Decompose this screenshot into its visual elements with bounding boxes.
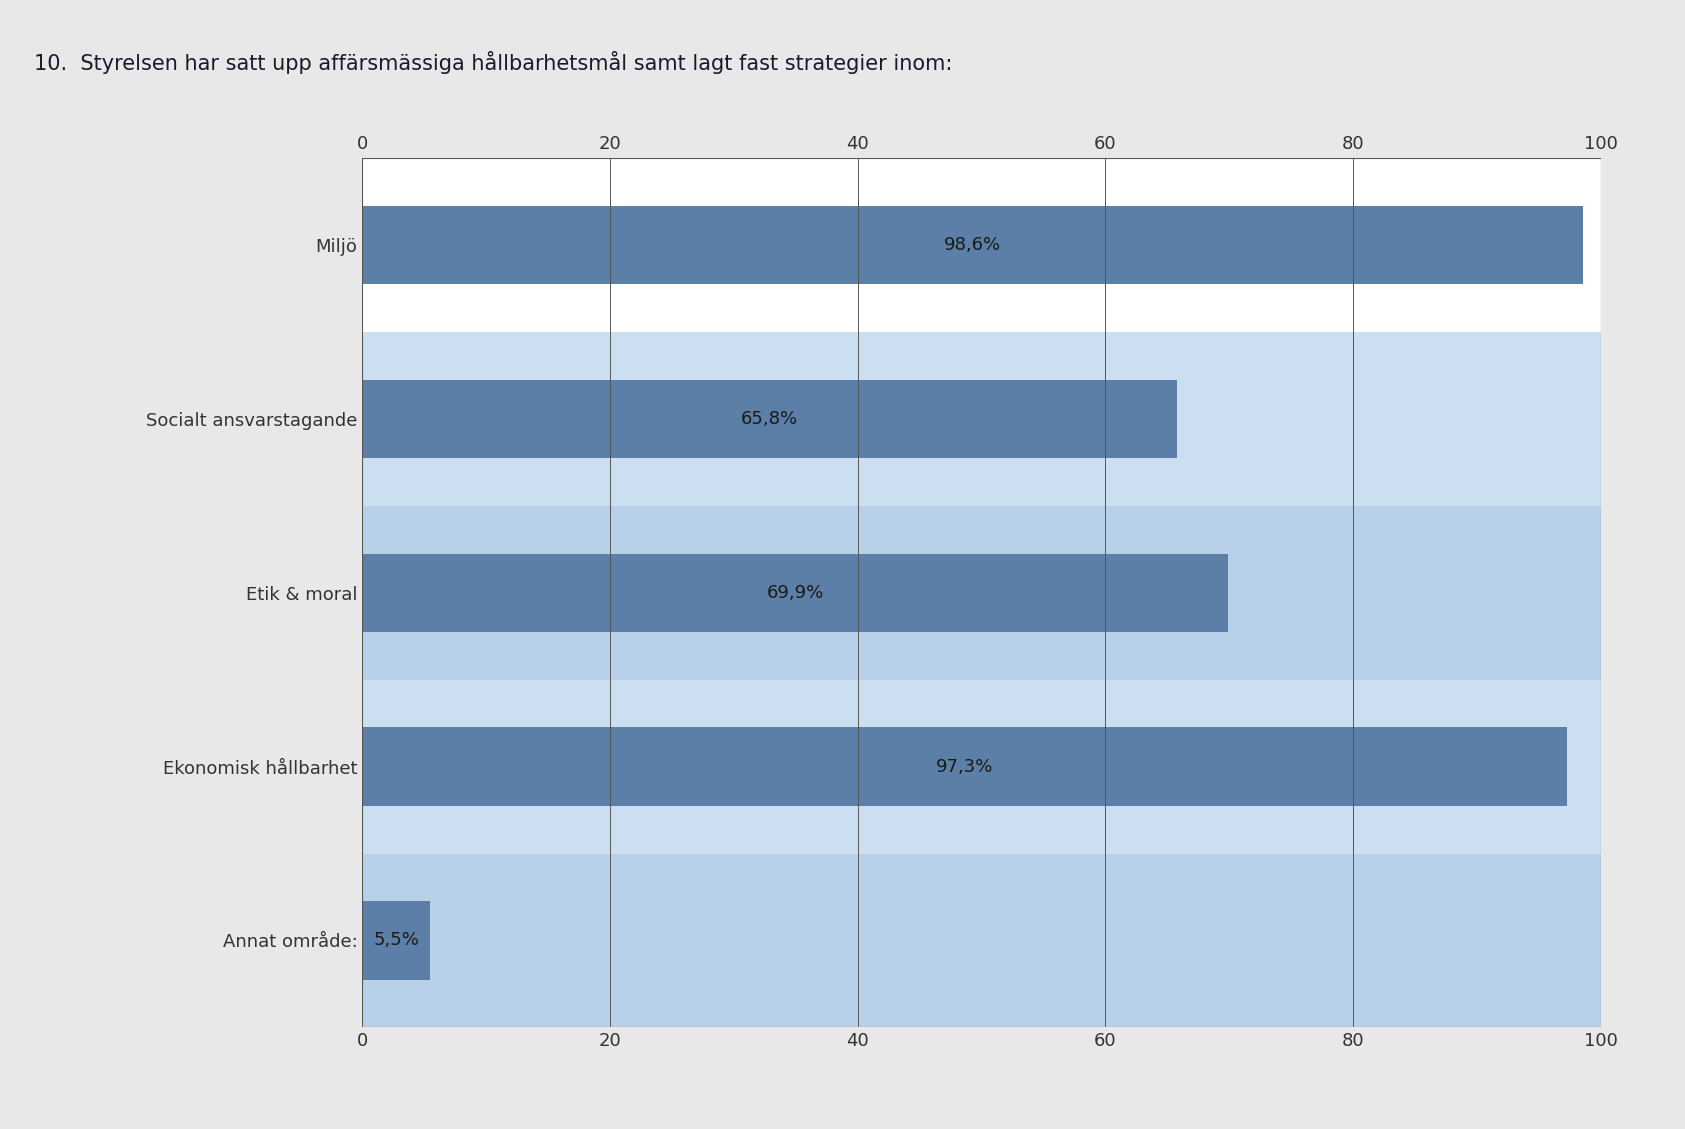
Bar — [362, 332, 1601, 506]
Bar — [362, 205, 1584, 285]
Text: 69,9%: 69,9% — [767, 584, 824, 602]
Bar — [362, 854, 1601, 1027]
Text: 5,5%: 5,5% — [374, 931, 420, 949]
Bar — [362, 379, 1178, 458]
Bar — [362, 680, 1601, 854]
Bar — [362, 158, 1601, 332]
Bar — [362, 553, 1228, 632]
Text: 10.  Styrelsen har satt upp affärsmässiga hållbarhetsmål samt lagt fast strategi: 10. Styrelsen har satt upp affärsmässiga… — [34, 51, 952, 73]
Text: 65,8%: 65,8% — [741, 410, 799, 428]
Bar — [362, 727, 1567, 806]
Text: 97,3%: 97,3% — [937, 758, 994, 776]
Text: 98,6%: 98,6% — [944, 236, 1001, 254]
Bar — [362, 901, 430, 980]
Bar — [362, 506, 1601, 680]
